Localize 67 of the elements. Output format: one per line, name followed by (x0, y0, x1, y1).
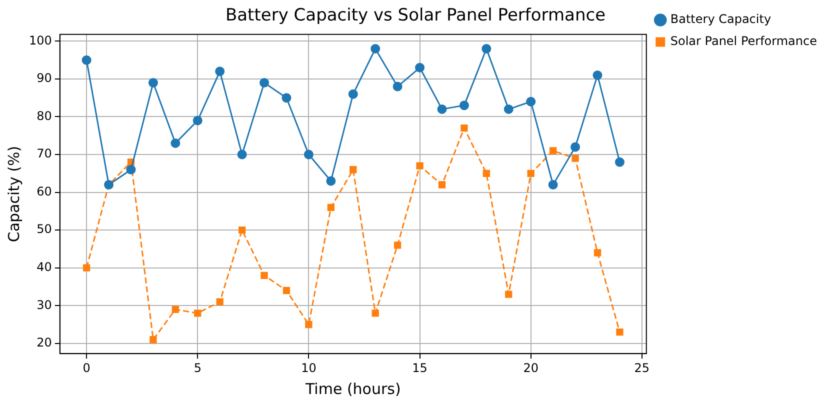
point (126, 164, 136, 174)
point (437, 104, 447, 114)
y-tick-label: 20 (36, 336, 52, 350)
point (527, 170, 534, 177)
y-tick-label: 30 (36, 298, 52, 312)
y-tick-label: 70 (36, 146, 52, 161)
point (170, 138, 180, 148)
x-tick-label: 10 (301, 360, 316, 375)
point (82, 55, 92, 65)
y-tick-label: 60 (36, 184, 52, 198)
x-tick-label: 0 (82, 360, 90, 375)
point (416, 162, 424, 170)
point (82, 264, 90, 272)
point (415, 62, 425, 72)
point (616, 328, 624, 336)
point (305, 320, 312, 328)
point (215, 66, 225, 76)
point (392, 82, 402, 92)
y-tick-label: 80 (36, 108, 52, 123)
point (238, 226, 246, 234)
point (260, 78, 270, 88)
point (192, 116, 202, 126)
point (460, 124, 468, 132)
point (148, 78, 158, 88)
x-axis-title: Time (hours) (304, 380, 401, 398)
point (260, 272, 268, 279)
chart-title: Battery Capacity vs Solar Panel Performance (225, 6, 606, 26)
point (326, 176, 336, 186)
point (150, 336, 157, 344)
point (482, 44, 492, 54)
point (327, 204, 335, 211)
point (282, 93, 292, 103)
point (282, 286, 290, 294)
point (526, 96, 536, 106)
point (614, 157, 624, 167)
point (348, 89, 358, 99)
point (548, 180, 558, 190)
y-axis-title: Capacity (%) (4, 146, 23, 242)
point (549, 147, 557, 154)
point (394, 242, 402, 249)
point (505, 290, 512, 298)
point (372, 310, 379, 317)
legend-label: Battery Capacity (670, 12, 772, 26)
point (594, 249, 602, 256)
x-tick-label: 5 (194, 360, 202, 375)
point (304, 150, 314, 160)
point (237, 150, 247, 160)
y-tick-label: 40 (36, 260, 52, 274)
x-tick-label: 25 (634, 360, 650, 375)
point (592, 70, 602, 80)
x-tick-label: 15 (412, 360, 428, 375)
x-tick-label: 20 (523, 360, 538, 375)
point (172, 306, 179, 313)
point (504, 104, 514, 114)
point (438, 181, 446, 188)
y-tick-label: 100 (29, 33, 52, 48)
point (482, 170, 490, 177)
point (570, 142, 580, 152)
point (194, 310, 202, 317)
point (216, 298, 224, 306)
point (572, 154, 579, 162)
y-tick-label: 90 (36, 71, 52, 86)
y-tick-label: 50 (36, 222, 52, 236)
point (370, 44, 380, 54)
point (350, 166, 357, 174)
point (459, 100, 469, 110)
legend-label: Solar Panel Performance (670, 34, 817, 48)
